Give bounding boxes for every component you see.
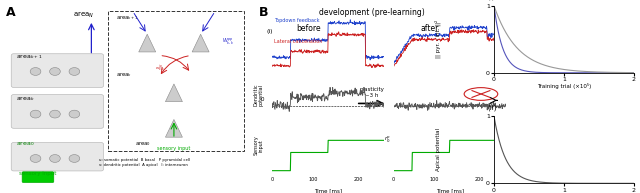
Circle shape <box>30 110 41 118</box>
Text: Dendritic
potential: Dendritic potential <box>253 83 264 106</box>
Text: 0: 0 <box>392 177 395 182</box>
FancyBboxPatch shape <box>12 54 104 87</box>
Circle shape <box>30 155 41 162</box>
Text: Time [ms]: Time [ms] <box>436 189 463 193</box>
Text: area$_0$: area$_0$ <box>135 139 151 148</box>
Text: after: after <box>420 24 439 33</box>
Polygon shape <box>192 34 209 52</box>
Text: $w^{ip}_{k,k}$: $w^{ip}_{k,k}$ <box>154 62 164 74</box>
FancyBboxPatch shape <box>22 172 54 182</box>
Text: $W^{pp}_{k,k}$: $W^{pp}_{k,k}$ <box>223 36 235 46</box>
Circle shape <box>30 68 41 75</box>
Text: 200: 200 <box>475 177 484 182</box>
Text: area$_{k+1}$: area$_{k+1}$ <box>16 52 42 61</box>
Text: sensory input: sensory input <box>157 146 191 151</box>
Text: Lateral cancellation: Lateral cancellation <box>275 39 323 44</box>
Text: sensory input: sensory input <box>19 171 57 176</box>
Circle shape <box>69 155 80 162</box>
Circle shape <box>69 68 80 75</box>
Text: u: somatic potential  B basal   P pyramidal cell
v: dendritic potential  A apica: u: somatic potential B basal P pyramidal… <box>99 158 190 167</box>
Circle shape <box>50 155 60 162</box>
Text: before: before <box>296 24 321 33</box>
Text: Time [ms]: Time [ms] <box>314 189 342 193</box>
Text: B: B <box>259 6 269 19</box>
Text: Sensory
input: Sensory input <box>253 135 264 155</box>
Text: 100: 100 <box>430 177 439 182</box>
Text: 200: 200 <box>353 177 362 182</box>
Text: A: A <box>6 6 16 19</box>
Text: plasticity
~3 h: plasticity ~3 h <box>359 87 384 98</box>
FancyBboxPatch shape <box>12 95 104 128</box>
Text: area$_N$: area$_N$ <box>74 10 95 20</box>
Circle shape <box>50 68 60 75</box>
Text: development (pre-learning): development (pre-learning) <box>319 8 424 17</box>
Text: Topdown feedback: Topdown feedback <box>275 19 320 24</box>
Text: $u^p_k$: $u^p_k$ <box>506 34 514 45</box>
Text: $u^p_{k+1}$: $u^p_{k+1}$ <box>506 23 520 33</box>
Text: area$_k$: area$_k$ <box>116 70 132 79</box>
Text: area$_0$: area$_0$ <box>16 139 35 148</box>
Y-axis label: Apical potential: Apical potential <box>436 128 441 171</box>
Polygon shape <box>139 34 156 52</box>
Text: 0: 0 <box>261 97 264 102</box>
FancyBboxPatch shape <box>12 142 104 171</box>
Text: $r_0^p$: $r_0^p$ <box>384 135 391 146</box>
Circle shape <box>69 110 80 118</box>
X-axis label: Training trial (×10⁵): Training trial (×10⁵) <box>537 83 591 89</box>
Polygon shape <box>165 119 182 137</box>
Y-axis label: || pyr. - int. ||²: || pyr. - int. ||² <box>435 20 441 58</box>
Text: (i): (i) <box>266 29 273 34</box>
Text: (ii): (ii) <box>487 104 497 111</box>
Text: area$_k$: area$_k$ <box>16 95 35 103</box>
Text: 100: 100 <box>308 177 317 182</box>
Text: 0: 0 <box>271 177 273 182</box>
Text: area$_{k+1}$: area$_{k+1}$ <box>116 13 138 22</box>
Polygon shape <box>165 84 182 102</box>
Circle shape <box>50 110 60 118</box>
